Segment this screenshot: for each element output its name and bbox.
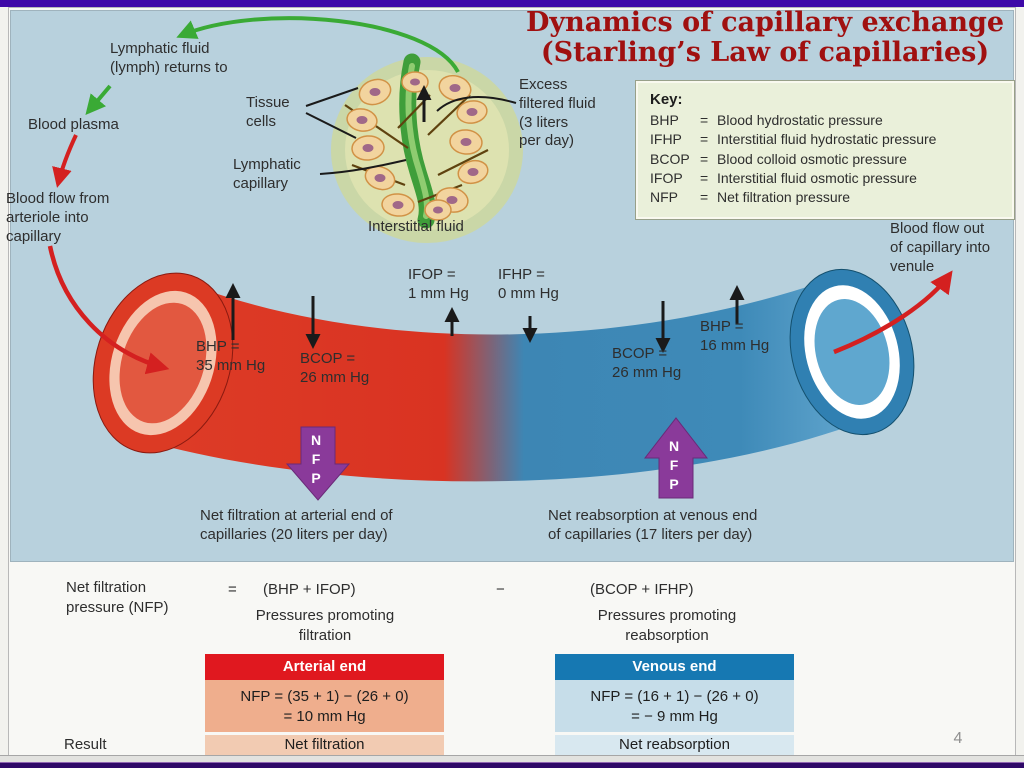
key-definition: Blood colloid osmotic pressure [717, 150, 907, 167]
label-lymphatic-capillary: Lymphatic capillary [233, 156, 301, 192]
key-abbr: BCOP [650, 150, 690, 167]
top-border-bar [0, 0, 1024, 7]
caption-pressures-filtration: Pressures promoting filtration [255, 607, 395, 644]
arterial-end-table: Arterial end NFP = (35 + 1) − (26 + 0) =… [205, 654, 444, 755]
label-ifop: IFOP = 1 mm Hg [408, 266, 469, 302]
equation-lhs: Net filtration pressure (NFP) [66, 579, 169, 616]
slide-title: Dynamics of capillary exchange (Starling… [525, 7, 1005, 69]
arterial-end-formula: NFP = (35 + 1) − (26 + 0) = 10 mm Hg [205, 680, 444, 732]
caption-net-filtration: Net filtration at arterial end of capill… [200, 507, 393, 543]
label-excess-filtered-fluid: Excess filtered fluid (3 liters per day) [519, 76, 596, 150]
label-interstitial-fluid: Interstitial fluid [368, 218, 464, 235]
key-definition: Interstitial fluid hydrostatic pressure [717, 131, 937, 148]
page-number: 4 [953, 730, 963, 747]
nfp-down-arrow-label: NFP [308, 432, 324, 489]
label-bhp-arterial: BHP = 35 mm Hg [196, 338, 266, 374]
key-definition: Blood hydrostatic pressure [717, 112, 883, 128]
equation-minus-sign: − [496, 581, 505, 598]
key-equals: = [700, 131, 709, 148]
equation-filtration-term: (BHP + IFOP) [263, 581, 356, 598]
venous-end-header: Venous end [555, 654, 794, 680]
key-equals: = [700, 150, 709, 167]
key-equals: = [700, 112, 709, 128]
key-abbr: IFOP [650, 169, 683, 186]
label-tissue-cells: Tissue cells [246, 94, 290, 130]
key-row: IFOP = Interstitial fluid osmotic pressu… [650, 169, 1002, 188]
key-row: IFHP = Interstitial fluid hydrostatic pr… [650, 130, 1002, 149]
venous-end-formula: NFP = (16 + 1) − (26 + 0) = − 9 mm Hg [555, 680, 794, 732]
label-lymphatic-fluid: Lymphatic fluid (lymph) returns to [110, 40, 228, 76]
key-equals: = [700, 169, 709, 186]
label-blood-flow-out: Blood flow out of capillary into venule [890, 220, 991, 275]
key-definition: Interstitial fluid osmotic pressure [717, 169, 917, 186]
label-blood-flow-in: Blood flow from arteriole into capillary [6, 190, 110, 245]
result-label: Result [64, 736, 107, 753]
venous-end-table: Venous end NFP = (16 + 1) − (26 + 0) = −… [555, 654, 794, 755]
nfp-up-arrow-label: NFP [666, 438, 682, 495]
label-ifhp: IFHP = 0 mm Hg [498, 266, 559, 302]
bottom-gray-strip [0, 755, 1024, 762]
label-bcop-arterial: BCOP = 26 mm Hg [300, 350, 370, 386]
equation-reabsorption-term: (BCOP + IFHP) [590, 581, 694, 598]
equation-section [10, 562, 1014, 754]
arterial-end-header: Arterial end [205, 654, 444, 680]
key-abbr: BHP [650, 112, 679, 128]
venous-end-result: Net reabsorption [555, 735, 794, 755]
caption-net-reabsorption: Net reabsorption at venous end of capill… [548, 507, 758, 543]
equation-equals-sign: = [228, 581, 237, 598]
caption-pressures-reabsorption: Pressures promoting reabsorption [597, 607, 737, 644]
arterial-end-result: Net filtration [205, 735, 444, 755]
key-definition: Net filtration pressure [717, 189, 851, 206]
key-heading: Key: [650, 91, 683, 108]
label-bhp-venous: BHP = 16 mm Hg [700, 318, 770, 354]
key-row: NFP = Net filtration pressure [650, 188, 1002, 207]
key-row: BCOP = Blood colloid osmotic pressure [650, 150, 1002, 169]
key-equals: = [700, 189, 709, 206]
key-abbr: NFP [650, 189, 678, 206]
label-blood-plasma: Blood plasma [28, 116, 119, 133]
bottom-border-bar [0, 762, 1024, 768]
key-box: Key: BHP = Blood hydrostatic pressure IF… [635, 80, 1015, 220]
key-row: BHP = Blood hydrostatic pressure [650, 111, 1002, 130]
label-bcop-venous: BCOP = 26 mm Hg [612, 345, 682, 381]
key-abbr: IFHP [650, 131, 682, 148]
